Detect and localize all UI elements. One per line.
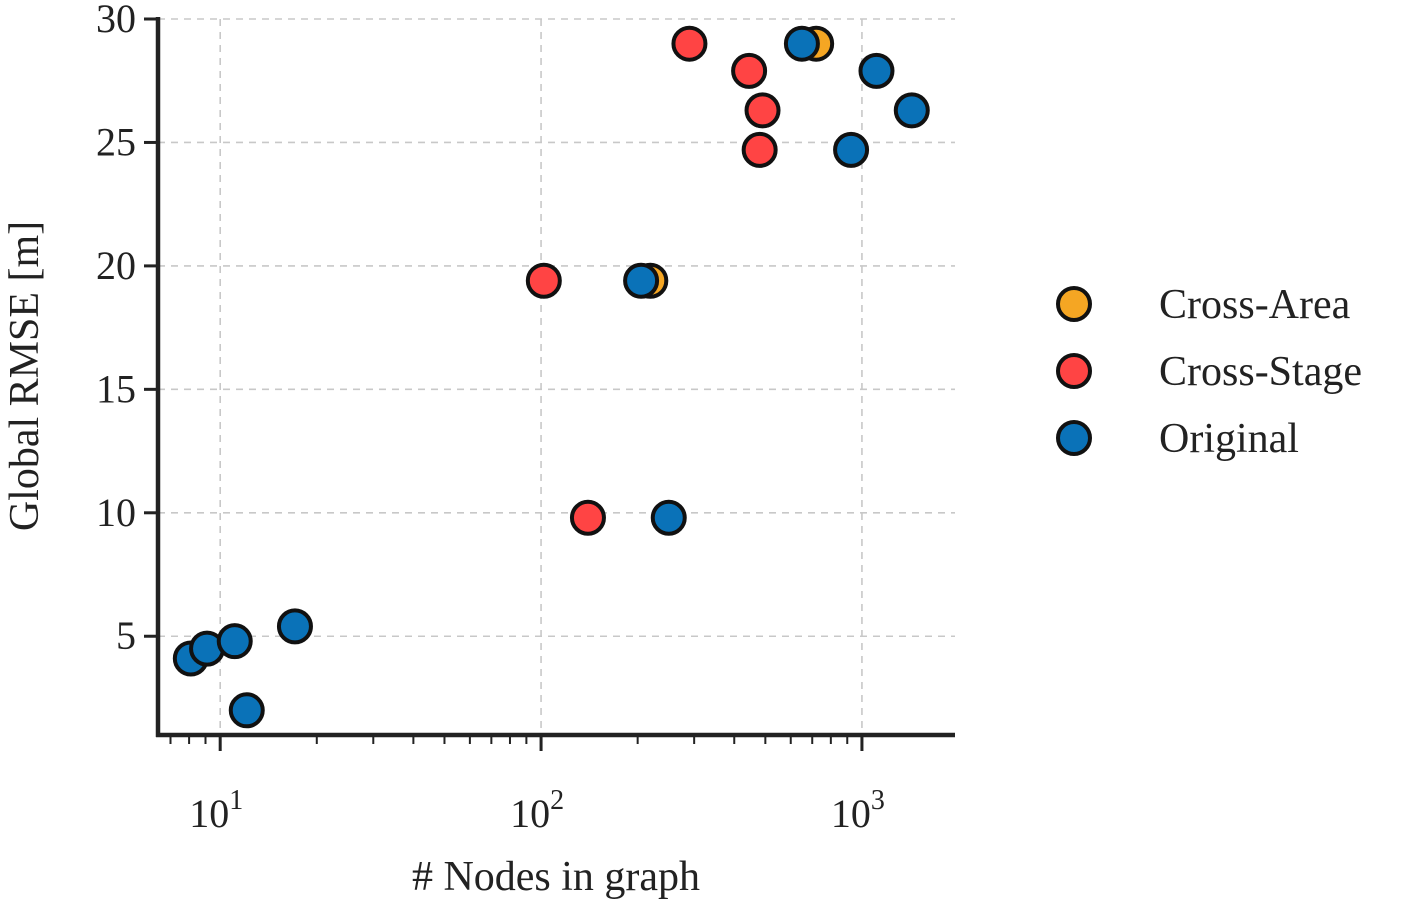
- x-tick-label: 101: [189, 785, 243, 836]
- x-tick-label: 103: [831, 785, 885, 836]
- legend-item: Original: [1056, 416, 1299, 462]
- point-cross-stage: [525, 262, 562, 299]
- x-axis-label: # Nodes in graph: [412, 854, 700, 900]
- point-original: [216, 623, 253, 660]
- axes: 5 10 15 20 25 30 101 102 103: [96, 0, 955, 836]
- point-original: [783, 25, 820, 62]
- point-cross-stage: [569, 499, 606, 536]
- legend-item: Cross-Area: [1056, 282, 1351, 328]
- point-cross-stage: [741, 131, 778, 168]
- point-cross-stage: [671, 25, 708, 62]
- x-tick-label: 102: [510, 785, 564, 836]
- y-tick-label: 25: [96, 119, 136, 164]
- point-original: [623, 262, 660, 299]
- y-tick-label: 30: [96, 0, 136, 41]
- point-original: [228, 692, 265, 729]
- legend-label: Cross-Stage: [1159, 349, 1362, 395]
- point-original: [833, 131, 870, 168]
- y-tick-label: 15: [96, 366, 136, 411]
- legend-label: Original: [1159, 416, 1299, 462]
- y-tick-label: 10: [96, 490, 136, 535]
- point-original: [276, 608, 313, 645]
- point-original: [893, 92, 930, 129]
- legend-marker: [1056, 353, 1092, 389]
- y-tick-label: 20: [96, 243, 136, 288]
- legend-label: Cross-Area: [1159, 282, 1351, 328]
- point-original: [650, 499, 687, 536]
- point-cross-stage: [744, 92, 781, 129]
- y-axis-label: Global RMSE [m]: [2, 221, 48, 531]
- point-original: [858, 52, 895, 89]
- point-cross-stage: [731, 52, 768, 89]
- y-tick-label: 5: [116, 613, 136, 658]
- legend-marker: [1056, 286, 1092, 322]
- axis-labels: # Nodes in graph Global RMSE [m]: [2, 221, 700, 900]
- legend: Cross-Area Cross-Stage Original: [1056, 282, 1362, 462]
- legend-item: Cross-Stage: [1056, 349, 1362, 395]
- data-points: [172, 25, 930, 729]
- legend-marker: [1056, 420, 1092, 456]
